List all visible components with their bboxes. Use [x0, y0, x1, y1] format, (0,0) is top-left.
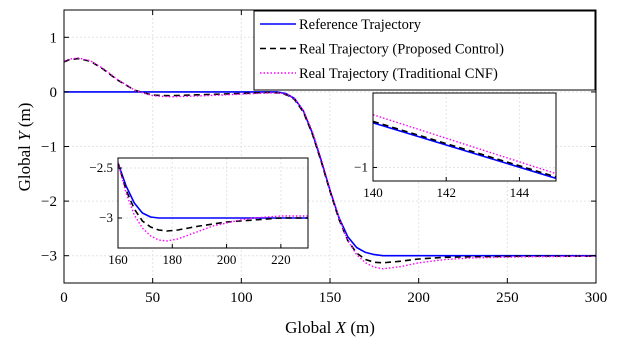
y-axis-title: Global Y (m) [15, 103, 34, 192]
inset-background [118, 158, 308, 248]
x-tick-label: 0 [60, 290, 68, 306]
main-axis-ticks: 0 50 100 150 200 250 300 1 0 −1 −2 −3 [41, 10, 607, 306]
inset-series-line-3 [373, 114, 556, 175]
inset-x-tick-label: 200 [217, 252, 237, 267]
x-tick-label: 150 [319, 290, 342, 306]
inset-x-tick-label: 142 [436, 185, 456, 200]
inset-y-tick-label: −2.5 [89, 160, 113, 175]
series-line-2 [64, 57, 596, 264]
inset-series-line-1 [373, 122, 556, 180]
y-tick-label: 1 [50, 30, 58, 46]
y-tick-label: −3 [41, 249, 57, 265]
x-tick-label: 50 [145, 290, 160, 306]
legend-label-1: Reference Trajectory [299, 17, 422, 33]
inset-x-tick-label: 180 [163, 252, 183, 267]
x-axis-title: Global X (m) [285, 318, 375, 337]
inset-x-tick-label: 140 [363, 185, 383, 200]
legend: Reference Trajectory Real Trajectory (Pro… [253, 10, 596, 91]
x-tick-label: 200 [407, 290, 430, 306]
inset-x-tick-label: 144 [510, 185, 530, 200]
legend-label-2: Real Trajectory (Proposed Control) [299, 42, 504, 58]
x-tick-label: 300 [585, 290, 608, 306]
inset-x-tick-label: 220 [271, 252, 291, 267]
inset-y-tick-label: −1 [354, 159, 368, 174]
y-tick-label: 0 [50, 85, 58, 101]
inset-series-line-3 [118, 162, 308, 242]
inset-series-line-1 [118, 162, 308, 219]
inset-x-tick-label: 160 [108, 252, 128, 267]
inset-zoom-turn-exit: 160 180 200 220 −2.5 −3 [89, 157, 309, 267]
main-series-lines [64, 57, 596, 270]
series-line-1 [64, 91, 596, 257]
inset-zoom-lane-change: 140 142 144 −1 [354, 92, 557, 200]
y-tick-label: −1 [41, 140, 57, 156]
inset-background [373, 93, 556, 181]
legend-label-3: Real Trajectory (Traditional CNF) [299, 66, 498, 82]
inset-y-tick-label: −3 [99, 210, 113, 225]
x-tick-label: 100 [230, 290, 253, 306]
inset-frame [372, 92, 557, 182]
inset-series-line-2 [373, 120, 556, 178]
legend-box [253, 10, 596, 91]
y-tick-label: −2 [41, 194, 57, 210]
inset-series-line-2 [118, 162, 308, 232]
x-tick-label: 250 [496, 290, 519, 306]
inset-frame [117, 157, 309, 249]
series-line-3 [64, 57, 596, 270]
